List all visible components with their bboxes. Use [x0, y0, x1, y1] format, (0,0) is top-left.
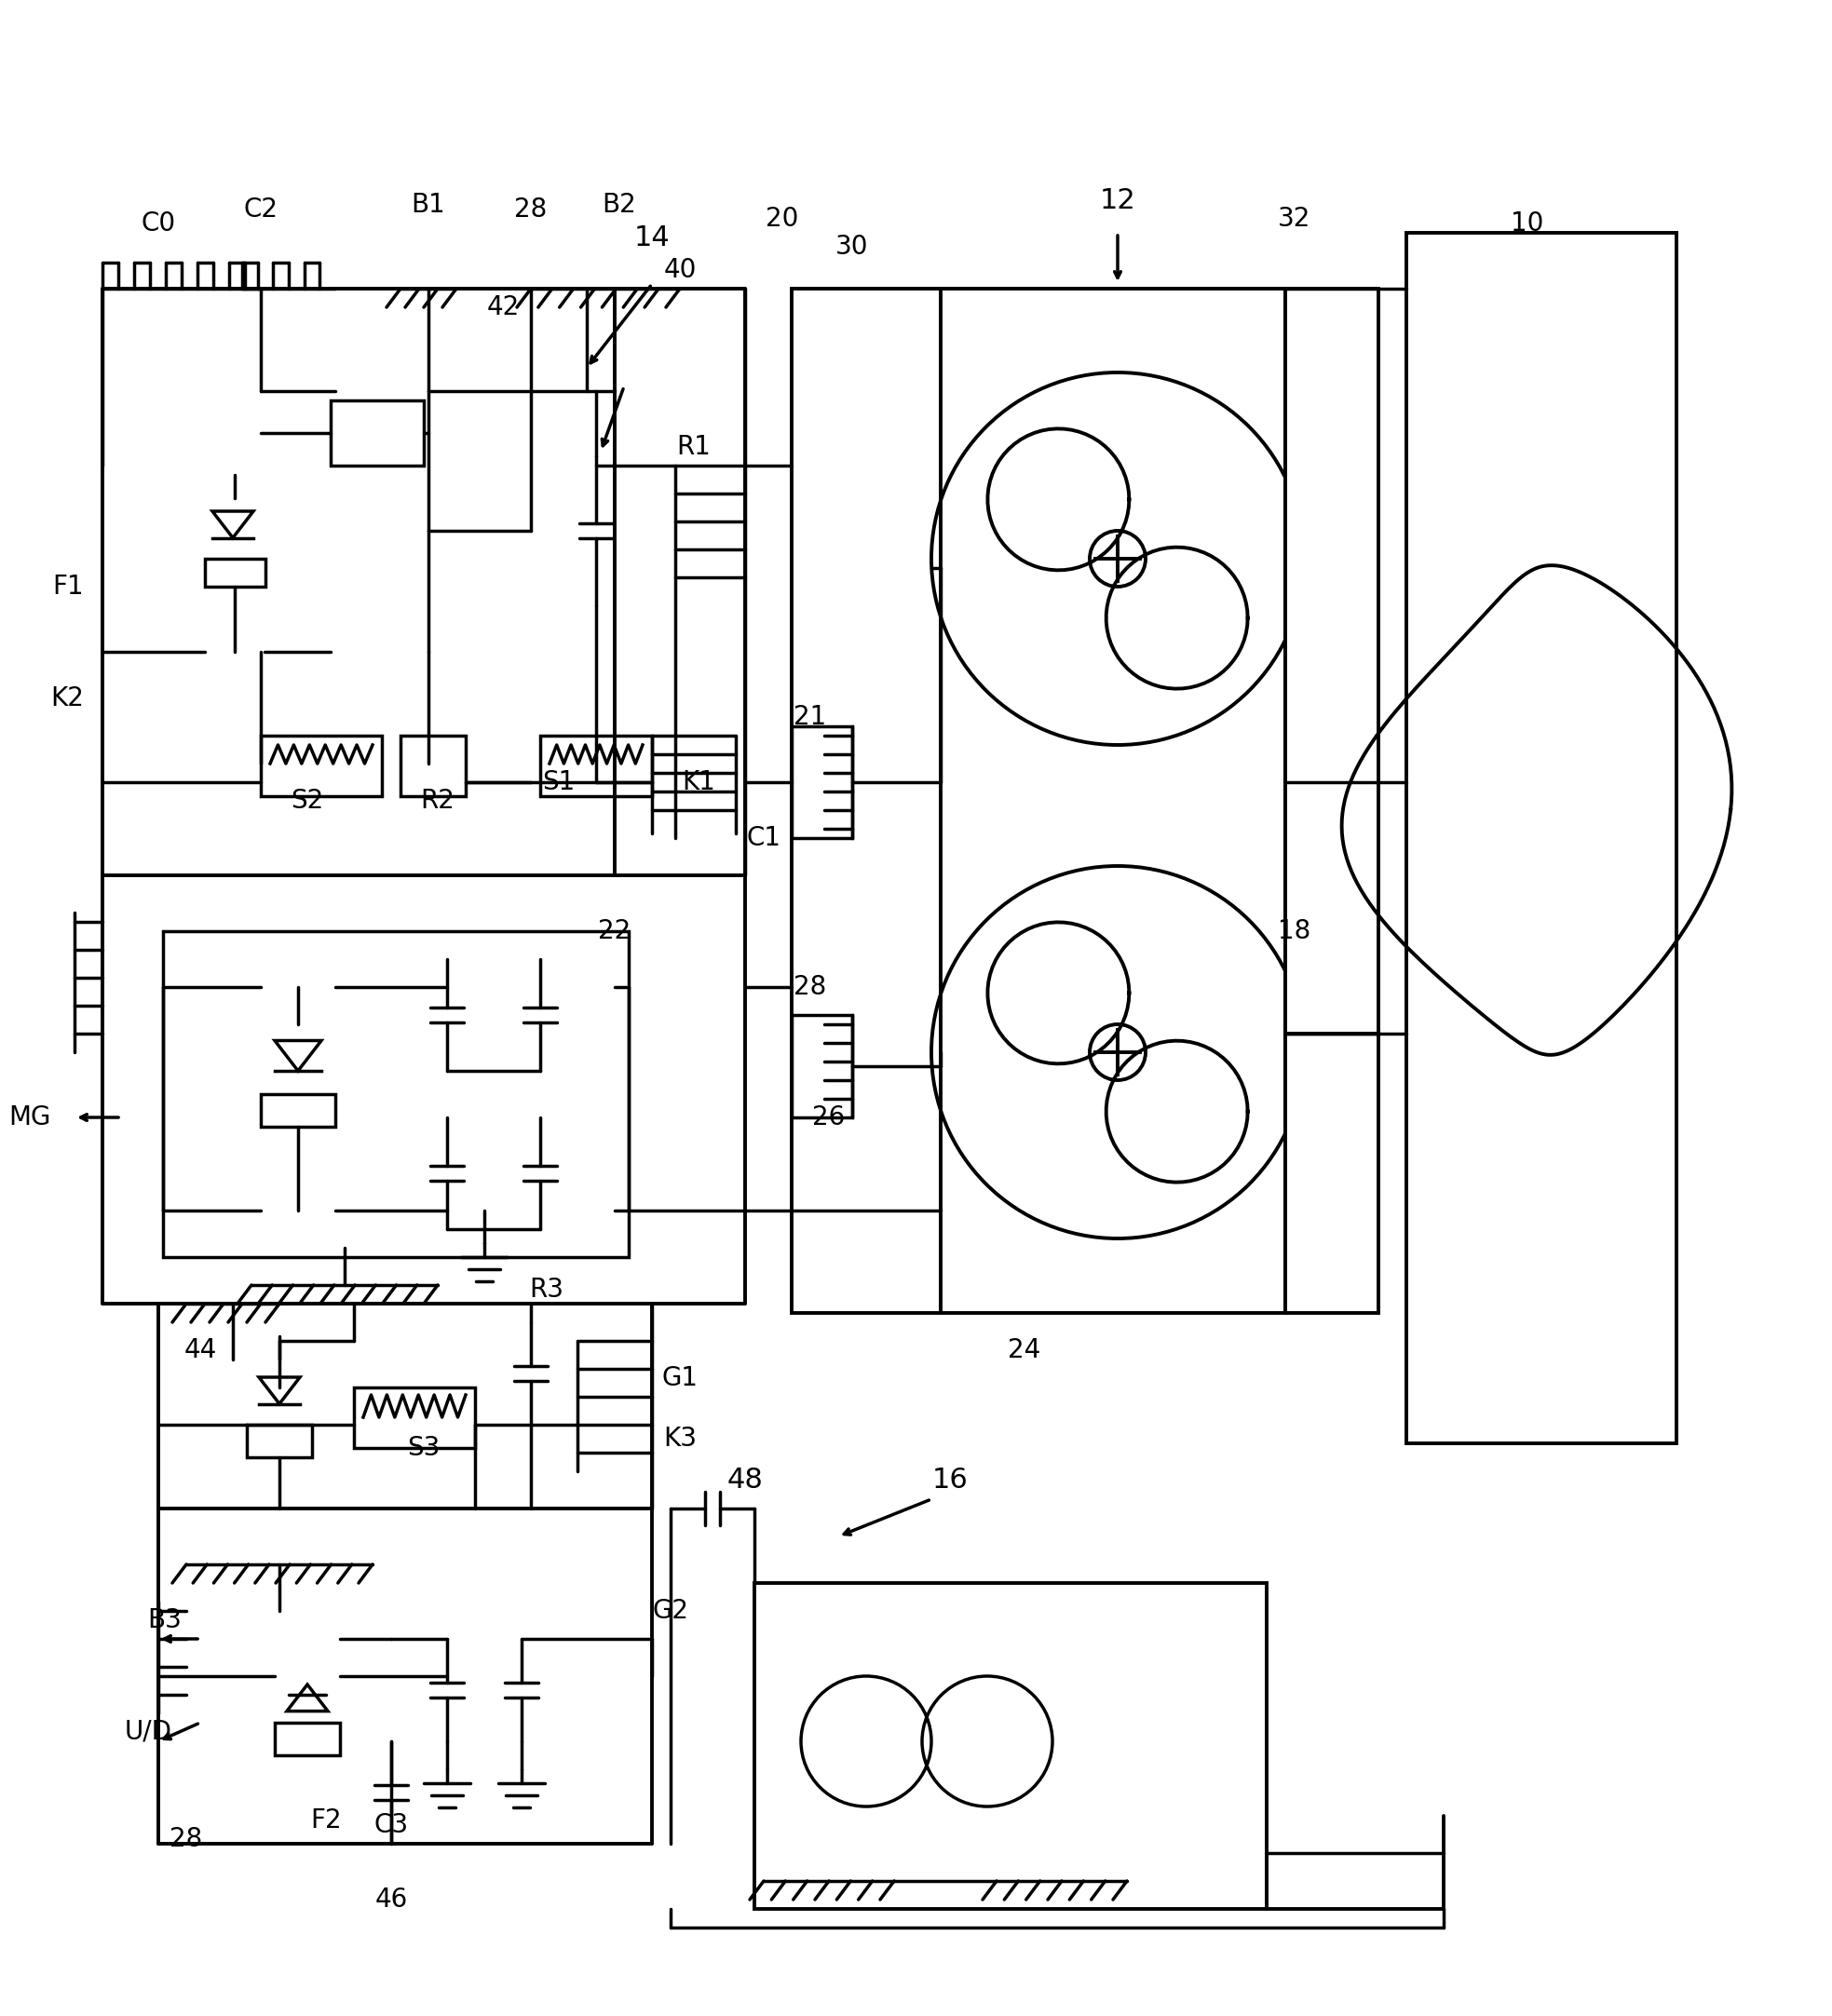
Text: G2: G2 [652, 1599, 689, 1625]
Bar [755, 1583, 1266, 1909]
Bar [791, 288, 1286, 1312]
Bar [401, 736, 465, 796]
Text: 40: 40 [663, 256, 696, 282]
Bar [260, 1095, 335, 1127]
Text: MG: MG [9, 1105, 51, 1131]
Text: 42: 42 [487, 294, 518, 321]
Text: 10: 10 [1511, 210, 1544, 236]
Text: S3: S3 [407, 1435, 440, 1462]
Bar [791, 726, 852, 839]
Bar [247, 1425, 311, 1458]
Text: 28: 28 [170, 1826, 203, 1853]
Text: 24: 24 [1008, 1337, 1041, 1363]
Text: C2: C2 [244, 196, 278, 222]
Text: F2: F2 [310, 1808, 341, 1833]
Text: 28: 28 [793, 974, 826, 1000]
Text: 22: 22 [599, 917, 630, 943]
Bar [540, 736, 652, 796]
Bar [1286, 1034, 1378, 1312]
Text: 20: 20 [766, 206, 799, 232]
Text: 46: 46 [376, 1887, 407, 1913]
Text: K2: K2 [51, 685, 84, 712]
Text: 44: 44 [183, 1337, 216, 1363]
Text: 18: 18 [1279, 917, 1312, 943]
Text: R1: R1 [676, 433, 711, 460]
Bar [205, 558, 266, 587]
Text: 14: 14 [634, 224, 671, 250]
Text: C1: C1 [746, 825, 780, 851]
Bar [791, 1014, 852, 1117]
Text: 26: 26 [813, 1105, 845, 1131]
Text: 28: 28 [515, 196, 548, 222]
Text: B1: B1 [412, 192, 445, 218]
Text: C3: C3 [374, 1812, 409, 1839]
Bar [260, 736, 381, 796]
Bar [163, 931, 628, 1258]
Text: R3: R3 [529, 1276, 564, 1302]
Text: G1: G1 [661, 1365, 698, 1391]
Text: K1: K1 [682, 770, 714, 794]
Text: S1: S1 [542, 770, 575, 794]
Text: K3: K3 [663, 1425, 696, 1452]
Text: 48: 48 [727, 1468, 764, 1494]
Text: C0: C0 [141, 210, 176, 236]
Bar [330, 401, 423, 466]
Text: B3: B3 [147, 1607, 181, 1633]
Text: 21: 21 [793, 704, 826, 730]
Bar [1407, 232, 1676, 1443]
Bar [1286, 288, 1378, 1034]
Text: 12: 12 [1099, 187, 1136, 214]
Bar [275, 1724, 341, 1756]
Text: F1: F1 [53, 575, 84, 599]
Text: U/D: U/D [125, 1720, 172, 1746]
Text: 32: 32 [1279, 206, 1312, 232]
Text: B2: B2 [603, 192, 636, 218]
Text: S2: S2 [291, 788, 324, 814]
Text: R2: R2 [421, 788, 454, 814]
Text: 16: 16 [932, 1468, 967, 1494]
Bar [354, 1387, 474, 1447]
Text: 30: 30 [835, 234, 868, 260]
